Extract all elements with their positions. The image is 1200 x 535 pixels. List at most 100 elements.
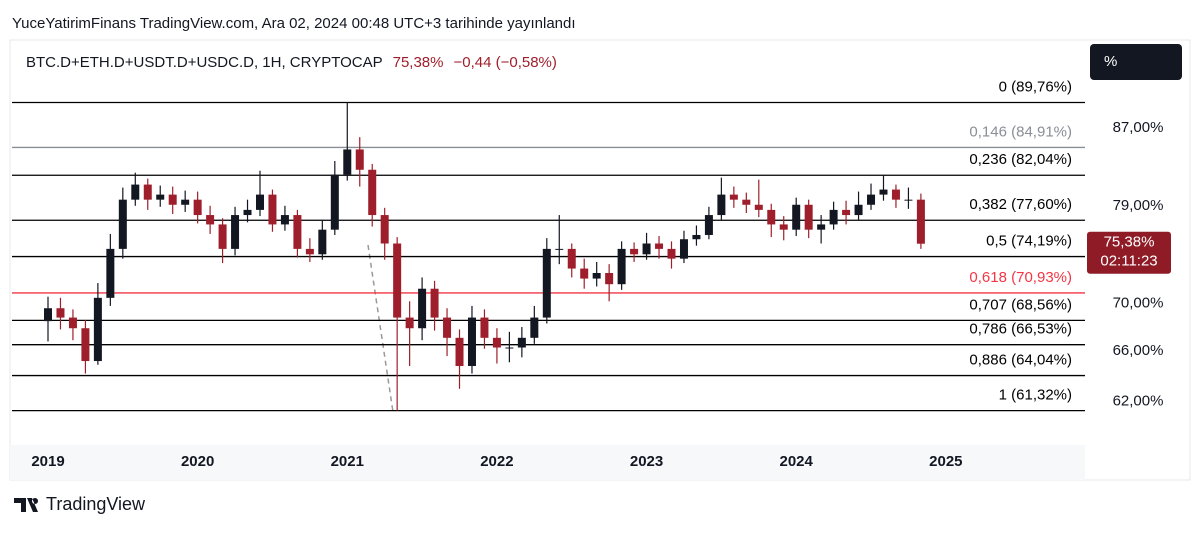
fib-label: 0,146 (84,91%) xyxy=(969,123,1072,140)
candle-body xyxy=(368,169,377,216)
candle-body xyxy=(904,199,913,201)
candle-body xyxy=(430,288,439,318)
fib-label: 0 (89,76%) xyxy=(999,79,1072,96)
candle-body xyxy=(655,243,664,249)
last-price: 75,38% xyxy=(393,54,444,71)
candle-body xyxy=(168,194,177,205)
candle-body xyxy=(206,215,215,225)
candle-body xyxy=(81,328,90,362)
candle-body xyxy=(156,194,165,200)
candle-body xyxy=(355,149,364,170)
candle-body xyxy=(480,317,489,338)
candle-body xyxy=(854,204,863,216)
candle-body xyxy=(68,317,77,329)
candle-body xyxy=(455,337,464,367)
candle-body xyxy=(555,248,564,250)
candle-body xyxy=(380,215,389,244)
candle-body xyxy=(56,308,65,318)
candle-body xyxy=(492,337,501,348)
x-tick-label: 2022 xyxy=(480,453,513,470)
candle-body xyxy=(605,272,614,285)
candle-body xyxy=(567,248,576,269)
time-axis-bg xyxy=(10,445,1085,480)
candle-body xyxy=(418,288,427,329)
logo-icon xyxy=(14,498,39,512)
candle-body xyxy=(318,229,327,255)
candle-body xyxy=(44,308,52,322)
fib-label: 0,707 (68,56%) xyxy=(969,296,1072,313)
chart-frame xyxy=(9,39,1191,481)
candle-body xyxy=(542,248,551,318)
candle-body xyxy=(754,204,763,210)
candle-body xyxy=(255,194,264,210)
candle-body xyxy=(804,204,813,230)
fib-label: 0,5 (74,19%) xyxy=(986,233,1072,250)
candle-body xyxy=(817,224,826,230)
candle-body xyxy=(305,248,314,255)
candle-body xyxy=(118,199,127,249)
x-tick-label: 2023 xyxy=(630,453,663,470)
candle-body xyxy=(143,184,152,200)
scale-button[interactable] xyxy=(1090,44,1182,80)
candle-body xyxy=(393,243,402,318)
fib-label: 0,236 (82,04%) xyxy=(969,151,1072,168)
x-tick-label: 2021 xyxy=(331,453,364,470)
price-tag-countdown: 02:11:23 xyxy=(1100,253,1157,270)
candle-body xyxy=(405,317,414,329)
candle-body xyxy=(218,224,227,249)
plot: 62,00% 66,00% 70,00% 79,00% 87,00% 0 (89,76%)… xyxy=(12,79,1171,470)
symbol-name: BTC.D+ETH.D+USDT.D+USDC.D, 1H, CRYPTOCAP xyxy=(26,54,383,71)
brand-name: TradingView xyxy=(46,494,146,514)
candle-body xyxy=(106,248,115,298)
candle-body xyxy=(93,297,102,362)
fib-label: 0,786 (66,53%) xyxy=(969,321,1072,338)
candle-body xyxy=(692,234,701,240)
candle-body xyxy=(193,199,202,216)
published-note: YuceYatirimFinans TradingView.com, Ara 0… xyxy=(12,15,576,32)
candle-body xyxy=(867,194,876,205)
x-tick-label: 2024 xyxy=(780,453,814,470)
candle-body xyxy=(181,199,190,205)
candle-body xyxy=(293,215,302,249)
candle-body xyxy=(630,248,639,255)
x-tick-label: 2020 xyxy=(181,453,214,470)
fib-label: 0,382 (77,60%) xyxy=(969,196,1072,213)
fib-label: 1 (61,32%) xyxy=(999,387,1072,404)
candle-body xyxy=(842,209,851,216)
candle-body xyxy=(467,317,476,367)
fib-label: 0,618 (70,93%) xyxy=(969,269,1072,286)
candle-body xyxy=(742,199,751,205)
candle-body xyxy=(717,194,726,216)
candle-body xyxy=(704,215,713,235)
candle-body xyxy=(330,174,339,230)
price-tag-label: 75,38% xyxy=(1104,234,1155,251)
candle-body xyxy=(617,248,626,285)
candle-body xyxy=(667,248,676,259)
brand-logo: TradingView xyxy=(14,494,146,514)
y-tick-label: 87,00% xyxy=(1113,119,1164,136)
candle-body xyxy=(891,189,900,200)
y-tick-label: 79,00% xyxy=(1113,197,1164,214)
candle-body xyxy=(779,224,788,230)
candle-body xyxy=(443,317,452,338)
candle-body xyxy=(829,209,838,225)
candle-body xyxy=(879,189,888,195)
candle-body xyxy=(505,347,514,349)
x-tick-label: 2025 xyxy=(929,453,962,470)
candle-body xyxy=(767,209,776,225)
candle-body xyxy=(268,194,277,225)
price-tag xyxy=(1087,231,1171,274)
fib-label: 0,886 (64,04%) xyxy=(969,352,1072,369)
y-tick-label: 66,00% xyxy=(1113,342,1164,359)
candle-body xyxy=(231,215,240,249)
trend-drawing xyxy=(367,244,394,413)
candle-body xyxy=(592,272,601,279)
candle-body xyxy=(131,184,140,200)
candle-body xyxy=(580,268,589,279)
candle-body xyxy=(243,209,252,216)
change: −0,44 (−0,58%) xyxy=(453,54,556,71)
symbol: BTC.D+ETH.D+USDT.D+USDC.D, 1H, CRYPTOCAP… xyxy=(26,54,557,71)
y-tick-label: 70,00% xyxy=(1113,295,1164,312)
scale-button-label[interactable]: % xyxy=(1104,53,1117,70)
